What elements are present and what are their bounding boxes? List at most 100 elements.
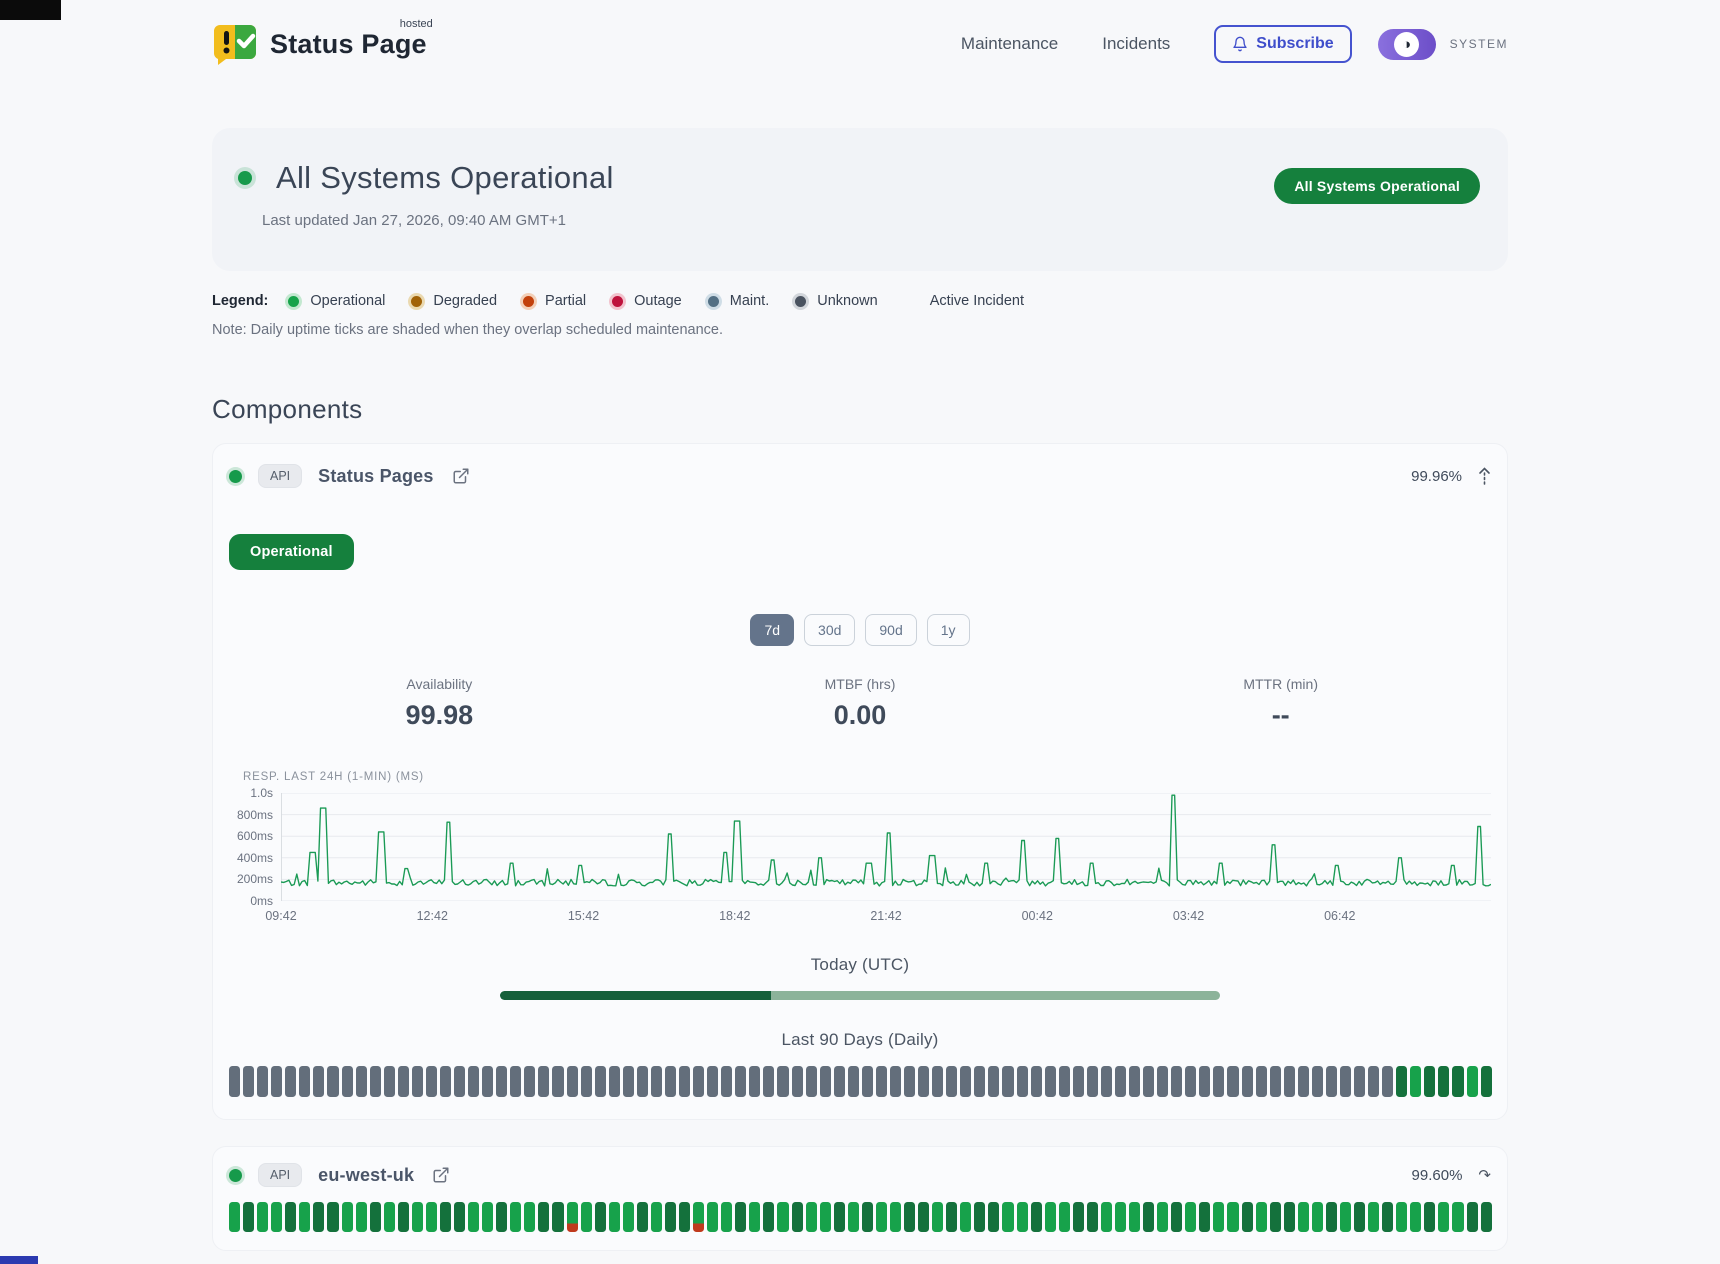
uptime-day-tick[interactable] [1452, 1202, 1464, 1232]
uptime-day-tick[interactable] [327, 1202, 339, 1232]
uptime-day-tick[interactable] [946, 1066, 958, 1097]
uptime-day-tick[interactable] [1143, 1202, 1155, 1232]
uptime-day-tick[interactable] [1241, 1066, 1253, 1097]
uptime-day-tick[interactable] [1030, 1202, 1042, 1232]
uptime-day-tick[interactable] [777, 1066, 789, 1097]
logo[interactable]: hosted Status Page [212, 18, 433, 67]
uptime-day-tick[interactable] [355, 1066, 367, 1097]
uptime-day-tick[interactable] [397, 1066, 409, 1097]
uptime-day-tick[interactable] [707, 1066, 719, 1097]
uptime-day-tick[interactable] [636, 1202, 648, 1232]
uptime-day-tick[interactable] [313, 1066, 325, 1097]
uptime-day-tick[interactable] [1114, 1066, 1126, 1097]
uptime-day-tick[interactable] [1016, 1066, 1028, 1097]
uptime-day-tick[interactable] [1368, 1066, 1380, 1097]
uptime-day-tick[interactable] [468, 1202, 480, 1232]
uptime-day-tick[interactable] [538, 1066, 550, 1097]
uptime-day-tick[interactable] [918, 1202, 930, 1232]
collapse-arrow-icon[interactable] [1478, 467, 1491, 485]
theme-toggle[interactable]: ◑ [1377, 28, 1436, 60]
uptime-day-tick[interactable] [1311, 1066, 1323, 1097]
uptime-day-tick[interactable] [355, 1202, 367, 1232]
uptime-day-tick[interactable] [271, 1202, 283, 1232]
uptime-day-tick[interactable] [1044, 1202, 1056, 1232]
uptime-day-tick[interactable] [679, 1066, 691, 1097]
uptime-day-tick[interactable] [1410, 1202, 1422, 1232]
uptime-day-tick[interactable] [468, 1066, 480, 1097]
uptime-day-tick[interactable] [313, 1202, 325, 1232]
uptime-day-tick[interactable] [1241, 1202, 1253, 1232]
uptime-day-tick[interactable] [693, 1202, 705, 1232]
uptime-day-tick[interactable] [791, 1066, 803, 1097]
uptime-day-tick[interactable] [566, 1066, 578, 1097]
uptime-day-tick[interactable] [594, 1066, 606, 1097]
uptime-day-tick[interactable] [229, 1066, 241, 1097]
uptime-day-tick[interactable] [552, 1066, 564, 1097]
uptime-day-tick[interactable] [1213, 1202, 1225, 1232]
uptime-day-tick[interactable] [1354, 1202, 1366, 1232]
uptime-day-tick[interactable] [1480, 1066, 1492, 1097]
uptime-day-tick[interactable] [721, 1066, 733, 1097]
uptime-day-tick[interactable] [1185, 1202, 1197, 1232]
uptime-day-tick[interactable] [1466, 1202, 1478, 1232]
uptime-day-tick[interactable] [1058, 1202, 1070, 1232]
uptime-day-tick[interactable] [1438, 1066, 1450, 1097]
uptime-day-tick[interactable] [847, 1066, 859, 1097]
external-link-icon[interactable] [452, 467, 470, 485]
uptime-day-tick[interactable] [510, 1202, 522, 1232]
uptime-day-tick[interactable] [1297, 1202, 1309, 1232]
uptime-day-tick[interactable] [580, 1066, 592, 1097]
uptime-day-tick[interactable] [650, 1202, 662, 1232]
uptime-day-tick[interactable] [1114, 1202, 1126, 1232]
uptime-day-tick[interactable] [482, 1066, 494, 1097]
uptime-day-tick[interactable] [974, 1066, 986, 1097]
uptime-day-tick[interactable] [819, 1066, 831, 1097]
nav-maintenance[interactable]: Maintenance [960, 34, 1059, 53]
uptime-day-tick[interactable] [243, 1066, 255, 1097]
uptime-day-tick[interactable] [1030, 1066, 1042, 1097]
uptime-day-tick[interactable] [566, 1202, 578, 1232]
uptime-day-tick[interactable] [1044, 1066, 1056, 1097]
uptime-day-tick[interactable] [524, 1066, 536, 1097]
uptime-day-tick[interactable] [805, 1202, 817, 1232]
uptime-day-tick[interactable] [861, 1066, 873, 1097]
uptime-day-tick[interactable] [608, 1066, 620, 1097]
uptime-day-tick[interactable] [974, 1202, 986, 1232]
uptime-day-tick[interactable] [1002, 1202, 1014, 1232]
uptime-day-tick[interactable] [1255, 1202, 1267, 1232]
uptime-day-tick[interactable] [425, 1202, 437, 1232]
uptime-day-tick[interactable] [327, 1066, 339, 1097]
uptime-day-tick[interactable] [721, 1202, 733, 1232]
uptime-day-tick[interactable] [341, 1202, 353, 1232]
uptime-day-tick[interactable] [454, 1066, 466, 1097]
uptime-day-tick[interactable] [411, 1202, 423, 1232]
uptime-day-tick[interactable] [1410, 1066, 1422, 1097]
uptime-day-tick[interactable] [439, 1202, 451, 1232]
uptime-day-tick[interactable] [622, 1202, 634, 1232]
uptime-day-tick[interactable] [425, 1066, 437, 1097]
uptime-day-tick[interactable] [608, 1202, 620, 1232]
uptime-day-tick[interactable] [1129, 1066, 1141, 1097]
nav-incidents[interactable]: Incidents [1102, 34, 1171, 53]
uptime-day-tick[interactable] [650, 1066, 662, 1097]
uptime-day-tick[interactable] [594, 1202, 606, 1232]
uptime-day-tick[interactable] [889, 1202, 901, 1232]
uptime-day-tick[interactable] [243, 1202, 255, 1232]
uptime-day-tick[interactable] [369, 1202, 381, 1232]
uptime-day-tick[interactable] [1396, 1202, 1408, 1232]
expand-arrow-icon[interactable]: ↷ [1478, 1167, 1491, 1184]
uptime-day-tick[interactable] [749, 1202, 761, 1232]
uptime-day-tick[interactable] [932, 1202, 944, 1232]
uptime-day-tick[interactable] [918, 1066, 930, 1097]
uptime-day-tick[interactable] [1171, 1202, 1183, 1232]
uptime-day-tick[interactable] [454, 1202, 466, 1232]
uptime-day-tick[interactable] [1283, 1202, 1295, 1232]
uptime-day-tick[interactable] [1157, 1066, 1169, 1097]
external-link-icon[interactable] [432, 1166, 450, 1184]
uptime-day-tick[interactable] [1171, 1066, 1183, 1097]
uptime-day-tick[interactable] [988, 1202, 1000, 1232]
uptime-day-tick[interactable] [1269, 1066, 1281, 1097]
uptime-day-tick[interactable] [1311, 1202, 1323, 1232]
uptime-day-tick[interactable] [496, 1066, 508, 1097]
uptime-day-tick[interactable] [1466, 1066, 1478, 1097]
